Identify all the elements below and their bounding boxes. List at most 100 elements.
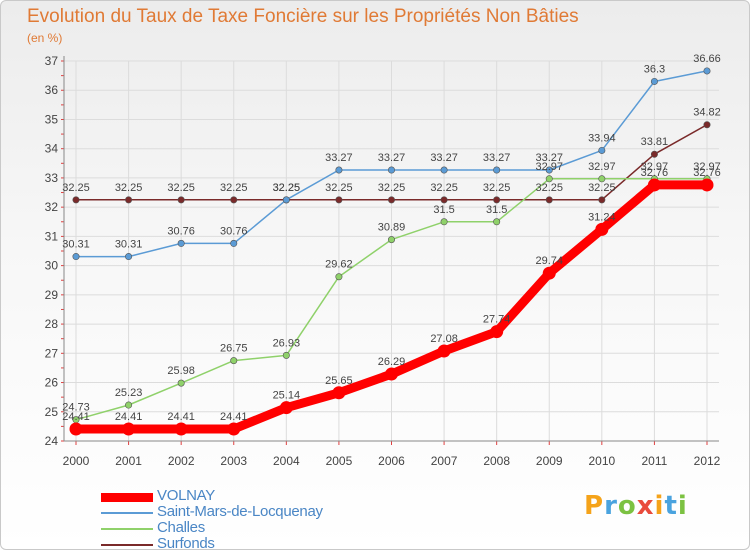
logo-letter: P (584, 491, 605, 521)
legend-item: VOLNAY (101, 487, 401, 505)
data-point (72, 196, 80, 204)
data-point (493, 166, 501, 174)
data-point (332, 386, 346, 400)
data-label: 24.41 (220, 411, 248, 423)
data-label: 30.76 (167, 225, 195, 237)
data-label: 32.76 (693, 167, 721, 179)
data-point (545, 166, 553, 174)
y-tick-label: 32 (45, 200, 59, 214)
x-tick-label: 2008 (483, 454, 510, 468)
data-point (230, 239, 238, 247)
data-label: 31.5 (486, 204, 507, 216)
data-point (335, 166, 343, 174)
data-label: 33.27 (325, 152, 353, 164)
data-label: 32.25 (273, 182, 301, 194)
data-point (125, 253, 133, 261)
data-label: 32.76 (641, 167, 669, 179)
data-point (595, 222, 609, 236)
y-tick-label: 35 (45, 112, 59, 126)
x-tick-label: 2012 (694, 454, 721, 468)
logo-letter: i (677, 491, 688, 521)
data-point (177, 239, 185, 247)
x-tick-label: 2006 (378, 454, 405, 468)
chart-unit-label: (en %) (27, 31, 63, 45)
data-point (490, 325, 504, 339)
data-label: 27.74 (483, 314, 511, 326)
data-label: 32.97 (641, 161, 669, 173)
data-point (385, 367, 398, 381)
data-point (703, 121, 711, 129)
logo-letter: i (654, 491, 665, 521)
data-label: 30.31 (115, 239, 143, 251)
data-label: 24.41 (167, 411, 195, 423)
data-point (72, 253, 80, 261)
x-tick-label: 2005 (326, 454, 353, 468)
y-tick-label: 37 (45, 54, 59, 68)
series-lines (69, 67, 714, 436)
data-point (335, 196, 343, 204)
legend-item: Surfonds (101, 535, 401, 550)
x-tick-label: 2007 (431, 454, 458, 468)
data-point (125, 401, 133, 409)
y-tick-label: 31 (45, 229, 59, 243)
data-point (647, 178, 661, 192)
data-point (230, 196, 238, 204)
data-label: 24.41 (62, 411, 90, 423)
x-tick-label: 2004 (273, 454, 300, 468)
axes: 24 25 26 27 28 29 30 31 32 33 34 35 36 37 2000 2001 2002… (45, 54, 721, 468)
data-label: 32.25 (220, 182, 248, 194)
data-point (440, 196, 448, 204)
x-tick-label: 2009 (536, 454, 563, 468)
legend-swatch (101, 492, 153, 502)
data-point (545, 175, 553, 183)
legend-item: Saint-Mars-de-Locquenay (101, 503, 401, 521)
data-point (279, 401, 293, 415)
data-point (650, 150, 658, 158)
data-point (177, 379, 185, 387)
data-label: 30.89 (378, 222, 406, 234)
data-labels: 24.41 24.41 24.41 24.41 25.14 25.65 26.29 27.08… (62, 53, 721, 423)
data-point (493, 218, 501, 226)
data-label: 32.25 (588, 182, 616, 194)
data-point (493, 196, 501, 204)
data-label: 33.27 (483, 152, 511, 164)
data-label: 32.25 (273, 182, 301, 194)
data-label: 33.27 (430, 152, 458, 164)
y-tick-label: 36 (45, 83, 59, 97)
data-point (387, 236, 395, 244)
x-tick-label: 2011 (642, 454, 668, 468)
data-point (440, 218, 448, 226)
data-label: 33.27 (378, 152, 406, 164)
x-tick-label: 2000 (63, 454, 90, 468)
data-label: 32.25 (62, 182, 90, 194)
data-point (230, 357, 238, 365)
y-tick-label: 34 (45, 142, 59, 156)
data-point (598, 196, 606, 204)
data-point (545, 196, 553, 204)
data-point (122, 422, 136, 436)
y-tick-label: 30 (45, 259, 59, 273)
legend-item: Challes (101, 519, 401, 537)
logo-letter: o (617, 491, 637, 521)
data-point (700, 178, 714, 192)
data-label: 36.66 (693, 53, 721, 65)
y-tick-label: 29 (45, 288, 59, 302)
x-tick-label: 2002 (168, 454, 195, 468)
legend-label: VOLNAY (157, 487, 215, 504)
data-label: 32.25 (167, 182, 195, 194)
data-label: 32.25 (535, 182, 563, 194)
data-label: 32.97 (693, 161, 721, 173)
data-label: 32.97 (535, 161, 563, 173)
legend-label: Challes (157, 519, 205, 536)
data-label: 26.75 (220, 343, 248, 355)
data-label: 34.82 (693, 107, 721, 119)
legend-swatch (101, 528, 153, 530)
data-label: 25.98 (167, 365, 195, 377)
data-point (440, 166, 448, 174)
x-tick-label: 2003 (220, 454, 247, 468)
data-label: 33.94 (588, 132, 616, 144)
data-point (125, 196, 133, 204)
legend-label: Surfonds (157, 535, 215, 550)
